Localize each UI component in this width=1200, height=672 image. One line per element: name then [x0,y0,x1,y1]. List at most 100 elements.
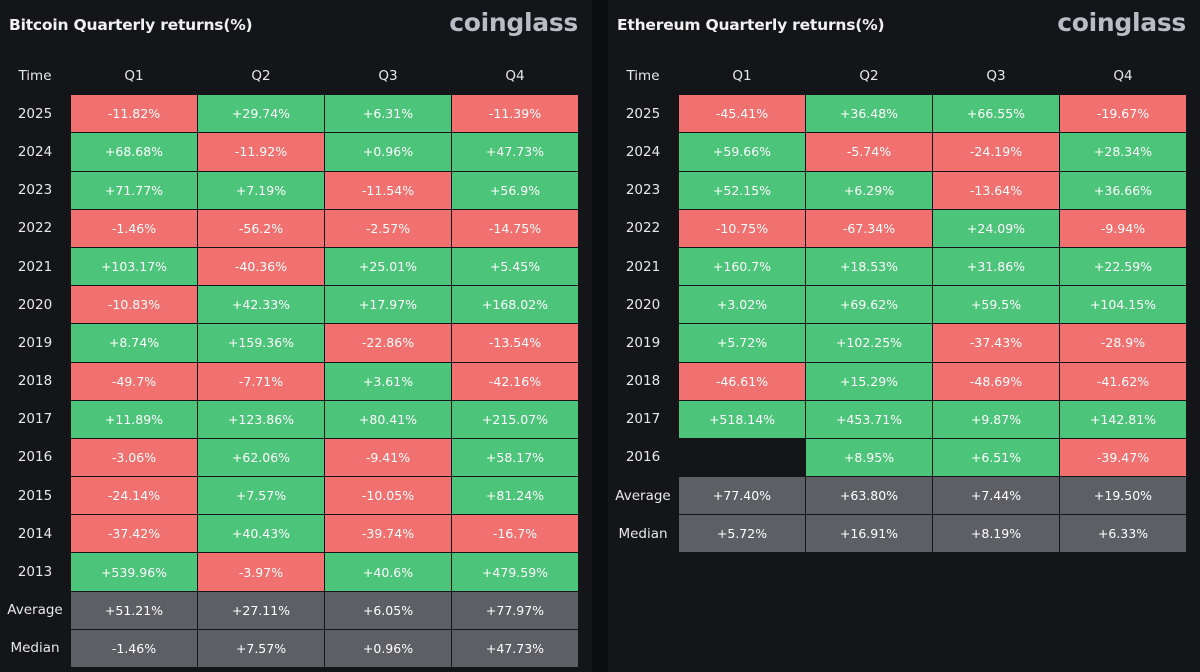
return-cell: +518.14% [679,400,805,438]
return-cell: +59.66% [679,133,805,171]
column-header-q1: Q1 [124,67,144,84]
row-label-2016: 2016 [625,449,661,466]
summary-cell-median: +0.96% [325,629,451,667]
return-cell: +3.61% [325,362,451,400]
summary-cell-median: +8.19% [933,515,1059,553]
return-cell: +8.95% [806,438,932,477]
summary-label-median: Median [618,525,668,542]
ethereum-title: Ethereum Quarterly returns(%) [617,16,885,34]
return-cell: -3.06% [71,438,197,477]
row-label-2021: 2021 [625,258,661,275]
return-cell: +69.62% [806,286,932,324]
return-cell: +36.48% [806,95,932,133]
return-cell: +52.15% [679,171,805,209]
return-cell: -11.39% [452,95,578,133]
summary-cell-average: +77.97% [452,591,578,629]
return-cell: +29.74% [198,95,324,133]
row-label-2025: 2025 [17,105,53,122]
return-cell: -9.41% [325,438,451,477]
return-cell: -37.43% [933,324,1059,362]
return-cell: +18.53% [806,247,932,286]
column-header-q4: Q4 [1113,67,1133,84]
return-cell: +453.71% [806,400,932,438]
return-cell: -7.71% [198,362,324,400]
column-header-time: Time [626,67,660,84]
summary-cell-median: +16.91% [806,515,932,553]
return-cell: +479.59% [452,553,578,591]
column-header-q3: Q3 [986,67,1006,84]
row-label-2019: 2019 [17,334,53,351]
summary-cell-average: +7.44% [933,477,1059,515]
return-cell: +36.66% [1060,171,1186,209]
return-cell: -24.14% [71,477,197,515]
summary-cell-average: +6.05% [325,591,451,629]
summary-cell-median: -1.46% [71,629,197,667]
return-cell: +103.17% [71,247,197,286]
return-cell: -11.54% [325,171,451,209]
return-cell: +0.96% [325,133,451,171]
summary-cell-average: +77.40% [679,477,805,515]
return-cell: -11.92% [198,133,324,171]
return-cell: +7.19% [198,171,324,209]
return-cell: -41.62% [1060,362,1186,400]
return-cell: -40.36% [198,247,324,286]
return-cell: +215.07% [452,400,578,438]
row-label-2019: 2019 [625,334,661,351]
return-cell: +47.73% [452,133,578,171]
row-label-2022: 2022 [17,220,53,237]
panel-divider [592,0,608,672]
row-label-2023: 2023 [625,182,661,199]
return-cell: +102.25% [806,324,932,362]
summary-cell-median: +47.73% [452,629,578,667]
return-cell: +6.29% [806,171,932,209]
return-cell: -1.46% [71,209,197,247]
return-cell: -13.54% [452,324,578,362]
return-cell: +6.31% [325,95,451,133]
return-cell: +142.81% [1060,400,1186,438]
return-cell: -39.74% [325,515,451,553]
return-cell: -11.82% [71,95,197,133]
return-cell: -42.16% [452,362,578,400]
return-cell: +25.01% [325,247,451,286]
return-cell: -46.61% [679,362,805,400]
return-cell: -37.42% [71,515,197,553]
return-cell: +5.72% [679,324,805,362]
return-cell: +40.43% [198,515,324,553]
return-cell: +104.15% [1060,286,1186,324]
row-label-2015: 2015 [17,487,53,504]
summary-cell-median: +6.33% [1060,515,1186,553]
return-cell: -10.83% [71,286,197,324]
return-cell: +58.17% [452,438,578,477]
column-header-q4: Q4 [505,67,525,84]
summary-cell-average: +19.50% [1060,477,1186,515]
coinglass-logo-btc: coinglass [449,8,578,37]
row-label-2017: 2017 [17,411,53,428]
column-header-q1: Q1 [732,67,752,84]
row-label-2025: 2025 [625,105,661,122]
return-cell: +42.33% [198,286,324,324]
ethereum-returns-table: Time Q1 Q2 Q3 Q4 2025 -45.41% +36.48% +66.55% -19… [608,57,1186,553]
return-cell: -28.9% [1060,324,1186,362]
column-header-time: Time [18,67,52,84]
return-cell: +159.36% [198,324,324,362]
summary-label-average: Average [615,487,671,504]
return-cell: -14.75% [452,209,578,247]
return-cell: +28.34% [1060,133,1186,171]
summary-cell-average: +63.80% [806,477,932,515]
return-cell: -56.2% [198,209,324,247]
bitcoin-title: Bitcoin Quarterly returns(%) [9,16,253,34]
column-header-q3: Q3 [378,67,398,84]
ethereum-panel: Ethereum Quarterly returns(%) coinglass … [608,0,1200,672]
row-label-2021: 2021 [17,258,53,275]
return-cell: +22.59% [1060,247,1186,286]
return-cell: -45.41% [679,95,805,133]
row-label-2017: 2017 [625,411,661,428]
column-header-q2: Q2 [251,67,271,84]
return-cell: +539.96% [71,553,197,591]
summary-cell-median: +7.57% [198,629,324,667]
return-cell: -19.67% [1060,95,1186,133]
return-cell: -16.7% [452,515,578,553]
column-header-q2: Q2 [859,67,879,84]
return-cell: +6.51% [933,438,1059,477]
return-cell: -10.75% [679,209,805,247]
